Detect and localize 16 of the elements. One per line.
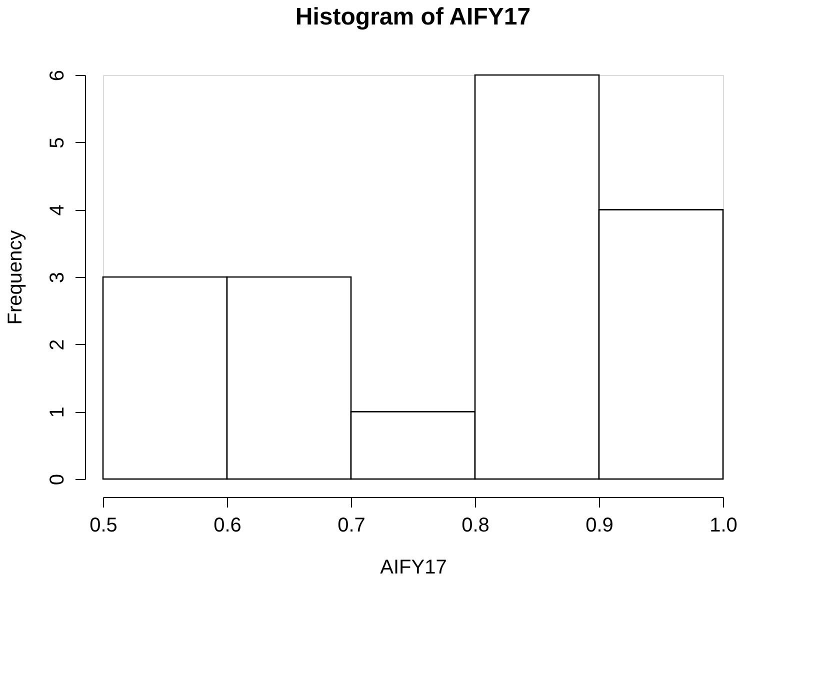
y-tick-label: 4 (46, 204, 68, 216)
x-tick-label: 0.8 (462, 514, 490, 536)
y-tick-label: 3 (46, 272, 68, 284)
y-tick-label: 2 (46, 339, 68, 350)
x-axis-title: AIFY17 (380, 556, 447, 578)
y-tick-label: 1 (46, 406, 68, 418)
x-tick-label: 0.9 (586, 514, 614, 536)
x-tick-label: 1.0 (710, 514, 738, 536)
y-tick-label: 0 (46, 474, 68, 486)
x-tick-label: 0.6 (214, 514, 242, 536)
y-axis-title: Frequency (4, 230, 26, 325)
x-tick-label: 0.5 (90, 514, 118, 536)
x-tick-label: 0.7 (338, 514, 366, 536)
y-tick-label: 5 (46, 137, 68, 148)
y-tick-label: 6 (46, 70, 68, 82)
chart-title: Histogram of AIFY17 (295, 3, 531, 30)
